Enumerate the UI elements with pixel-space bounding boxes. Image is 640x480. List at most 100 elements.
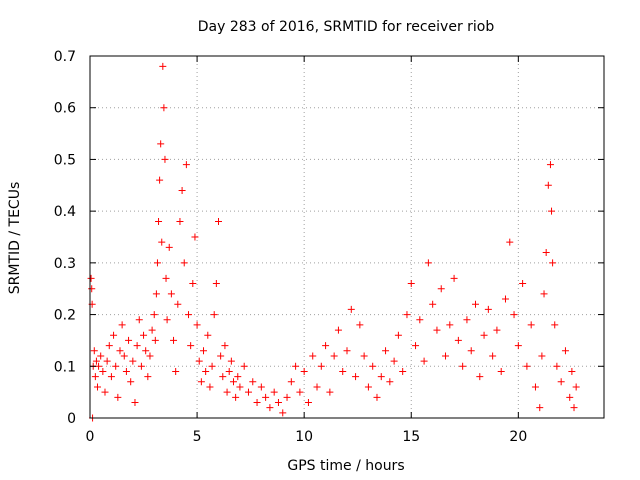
data-point [510,311,518,319]
data-point [135,316,143,324]
data-point [185,311,193,319]
data-point [304,398,312,406]
data-point [551,321,559,329]
data-point [182,161,190,169]
data-point [187,342,195,350]
y-tick-label: 0.4 [54,204,76,220]
data-point [527,321,535,329]
y-tick-label: 0.5 [54,152,76,168]
data-point [538,352,546,360]
data-point [157,140,165,148]
data-point [570,404,578,412]
data-point [91,373,99,381]
x-tick-label: 15 [402,429,420,445]
data-point [343,347,351,355]
data-point [274,398,282,406]
plot-frame [89,55,605,419]
data-point [99,367,107,375]
data-point [347,305,355,313]
data-point [523,362,531,370]
data-point [416,316,424,324]
y-tick-label: 0.7 [54,49,76,65]
data-point [92,357,100,365]
data-point [437,285,445,293]
data-point [97,352,105,360]
x-axis-label: GPS time / hours [287,458,404,474]
data-point [412,342,420,350]
data-point [360,352,368,360]
data-point [561,347,569,355]
data-point [424,259,432,267]
data-point [287,378,295,386]
data-point [200,347,208,355]
y-tick-label: 0.1 [54,359,76,375]
data-point [382,347,390,355]
data-point [377,373,385,381]
data-point [407,280,415,288]
data-point [162,274,170,282]
data-point [244,388,252,396]
data-point [476,373,484,381]
data-point [225,367,233,375]
data-point [317,362,325,370]
data-point [212,280,220,288]
data-point [330,352,338,360]
data-point [390,357,398,365]
data-point [544,181,552,189]
data-point [572,383,580,391]
data-points [87,62,580,422]
data-point [442,352,450,360]
data-point [420,357,428,365]
data-point [101,388,109,396]
data-point [326,388,334,396]
data-point [215,217,222,225]
data-point [131,398,139,406]
data-point [369,362,377,370]
data-point [546,161,554,169]
data-point [202,367,210,375]
data-point [557,378,565,386]
data-point [127,378,135,386]
x-axis-ticks: 0 5 10 15 20 [86,56,527,445]
data-point [206,383,214,391]
data-point [446,321,454,329]
data-point [150,311,158,319]
data-point [103,357,111,365]
data-point [195,357,203,365]
data-point [176,217,184,225]
data-point [262,393,270,401]
data-point [148,326,156,334]
data-point [266,404,274,412]
data-point [542,249,550,257]
data-point [236,383,244,391]
data-point [197,378,205,386]
data-point [484,305,492,313]
data-point [548,207,556,215]
y-tick-label: 0.6 [54,101,76,117]
data-point [204,331,212,339]
data-point [497,367,505,375]
data-point [232,393,240,401]
x-tick-label: 0 [86,429,95,445]
data-point [208,362,216,370]
data-point [137,362,145,370]
data-point [450,274,458,282]
data-point [568,367,576,375]
data-point [356,321,364,329]
data-point [540,290,548,298]
data-point [493,326,501,334]
data-point [279,409,287,417]
data-point [514,342,522,350]
data-point [153,259,161,267]
data-point [110,331,118,339]
data-point [112,362,120,370]
data-point [433,326,441,334]
data-point [459,362,467,370]
data-point [501,295,509,303]
data-point [352,373,360,381]
data-point [120,352,128,360]
data-point [223,388,231,396]
data-point [549,259,557,267]
data-point [95,362,103,370]
data-point [155,217,163,225]
